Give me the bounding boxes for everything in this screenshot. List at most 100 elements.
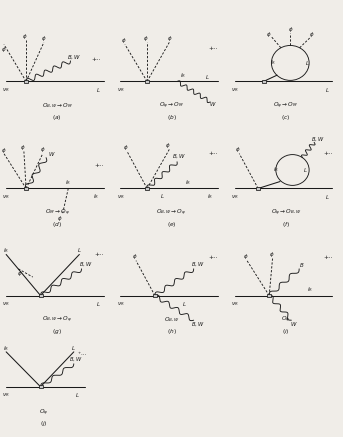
Text: $\phi$: $\phi$: [235, 145, 241, 154]
Text: $B,W$: $B,W$: [172, 153, 186, 160]
Text: $\phi$: $\phi$: [123, 143, 129, 152]
Text: $\nu_R$: $\nu_R$: [231, 86, 238, 94]
Text: $B$: $B$: [299, 261, 304, 269]
Text: $O_\varphi\to O_M$: $O_\varphi\to O_M$: [273, 101, 298, 111]
Text: $\phi$: $\phi$: [167, 34, 172, 43]
Text: $B,W$: $B,W$: [191, 261, 205, 268]
Text: $\nu_R$: $\nu_R$: [117, 300, 124, 308]
Text: $L$: $L$: [324, 86, 329, 94]
Text: $\phi$: $\phi$: [40, 145, 46, 154]
Text: $+\!\cdots$: $+\!\cdots$: [94, 161, 105, 169]
Bar: [145, 80, 149, 83]
Text: $+\!\cdots$: $+\!\cdots$: [91, 55, 101, 63]
Bar: [262, 80, 265, 83]
Bar: [24, 187, 28, 191]
Text: $\nu_R$: $\nu_R$: [231, 300, 238, 308]
Text: $(j)$: $(j)$: [40, 419, 48, 428]
Text: $\nu_R$: $\nu_R$: [117, 193, 124, 201]
Text: $\nu_R$: $\nu_R$: [2, 86, 10, 94]
Bar: [24, 80, 28, 83]
Text: $L$: $L$: [75, 391, 80, 399]
Text: $L$: $L$: [205, 73, 209, 81]
Text: $O_\varphi$: $O_\varphi$: [39, 407, 48, 417]
Text: $\phi$: $\phi$: [132, 252, 138, 261]
Text: $l_R$: $l_R$: [3, 344, 9, 353]
Text: $O_{B,W}\to O_M$: $O_{B,W}\to O_M$: [42, 102, 73, 110]
Text: $^+\!\cdots$: $^+\!\cdots$: [78, 350, 88, 357]
Text: $+\!\cdots$: $+\!\cdots$: [209, 253, 219, 260]
Text: $B,W$: $B,W$: [67, 53, 81, 60]
Text: $O_\varphi\to O_M$: $O_\varphi\to O_M$: [159, 101, 184, 111]
Text: $(g)$: $(g)$: [52, 327, 62, 336]
Text: $l_R$: $l_R$: [270, 59, 276, 67]
Text: $l_R$: $l_R$: [208, 192, 213, 201]
Text: $B,W$: $B,W$: [69, 355, 83, 363]
Text: $+\!\cdots$: $+\!\cdots$: [323, 149, 333, 156]
Text: $W$: $W$: [48, 149, 56, 158]
Text: $(a)$: $(a)$: [52, 113, 62, 122]
Text: $L$: $L$: [96, 300, 100, 308]
Text: $\phi$: $\phi$: [309, 31, 315, 39]
Text: $\nu_R$: $\nu_R$: [2, 300, 10, 308]
Text: $\phi$: $\phi$: [41, 34, 47, 43]
Text: $\nu_R$: $\nu_R$: [2, 391, 10, 399]
Text: $L$: $L$: [96, 86, 100, 94]
Text: $\nu_R$: $\nu_R$: [231, 193, 238, 201]
Text: $(e)$: $(e)$: [167, 220, 176, 229]
Text: $O_\varphi$: $O_\varphi$: [281, 315, 291, 325]
Text: $\phi$: $\phi$: [57, 214, 62, 223]
Text: $\phi$: $\phi$: [143, 34, 149, 43]
Text: $l_R$: $l_R$: [93, 192, 99, 201]
Text: $B,W$: $B,W$: [311, 135, 324, 143]
Text: $+\!\cdots$: $+\!\cdots$: [94, 250, 105, 258]
Text: $(h)$: $(h)$: [167, 327, 176, 336]
Text: $(d)$: $(d)$: [52, 220, 62, 229]
Text: $L$: $L$: [182, 300, 187, 308]
Text: $(b)$: $(b)$: [167, 113, 176, 122]
Text: $l_R$: $l_R$: [185, 178, 191, 187]
Text: $\nu_R$: $\nu_R$: [117, 86, 124, 94]
Text: $l_R$: $l_R$: [3, 246, 9, 255]
Text: $\phi$: $\phi$: [20, 143, 25, 152]
Text: $B,W$: $B,W$: [191, 321, 205, 328]
Text: $W$: $W$: [290, 320, 297, 328]
Text: $\phi$: $\phi$: [165, 141, 171, 150]
Bar: [153, 294, 157, 298]
Text: $\phi$: $\phi$: [1, 146, 7, 155]
Text: $l_R$: $l_R$: [65, 178, 71, 187]
Text: $(c)$: $(c)$: [281, 113, 291, 122]
Text: $+\!\cdots$: $+\!\cdots$: [209, 44, 219, 52]
Text: $L$: $L$: [305, 59, 310, 67]
Text: $\nu_R$: $\nu_R$: [2, 193, 10, 201]
Text: $l_R$: $l_R$: [273, 166, 279, 174]
Text: $\phi$: $\phi$: [17, 270, 22, 278]
Bar: [38, 294, 43, 298]
Bar: [145, 187, 149, 191]
Text: $L$: $L$: [77, 246, 82, 254]
Text: $L$: $L$: [304, 166, 308, 174]
Text: $O_\varphi\to O_{B,W}$: $O_\varphi\to O_{B,W}$: [271, 208, 301, 218]
Bar: [267, 294, 271, 298]
Text: $+\!\cdots$: $+\!\cdots$: [323, 253, 333, 260]
Text: $O_M\to O_\varphi$: $O_M\to O_\varphi$: [45, 208, 70, 218]
Text: $(f)$: $(f)$: [282, 220, 290, 229]
Bar: [256, 187, 260, 191]
Text: $O_{B,W}\to O_\varphi$: $O_{B,W}\to O_\varphi$: [156, 208, 187, 218]
Text: $W$: $W$: [209, 100, 216, 108]
Bar: [38, 385, 43, 388]
Text: $l_R$: $l_R$: [307, 285, 313, 294]
Text: $B,W$: $B,W$: [79, 261, 93, 268]
Text: $\phi$: $\phi$: [22, 32, 28, 41]
Text: $\phi$: $\phi$: [287, 24, 293, 34]
Text: $O_{B,W}\to O_\varphi$: $O_{B,W}\to O_\varphi$: [42, 315, 72, 325]
Text: $O_{B,W}$: $O_{B,W}$: [164, 316, 179, 324]
Text: $\phi$: $\phi$: [269, 250, 274, 259]
Text: $\phi$: $\phi$: [266, 31, 271, 39]
Text: $L$: $L$: [324, 193, 329, 201]
Text: $L$: $L$: [160, 192, 165, 200]
Text: $\phi$: $\phi$: [243, 252, 249, 261]
Text: $+\!\cdots$: $+\!\cdots$: [209, 149, 219, 156]
Text: $(i)$: $(i)$: [282, 327, 290, 336]
Text: $\phi$: $\phi$: [1, 45, 7, 54]
Text: $l_R$: $l_R$: [180, 71, 186, 80]
